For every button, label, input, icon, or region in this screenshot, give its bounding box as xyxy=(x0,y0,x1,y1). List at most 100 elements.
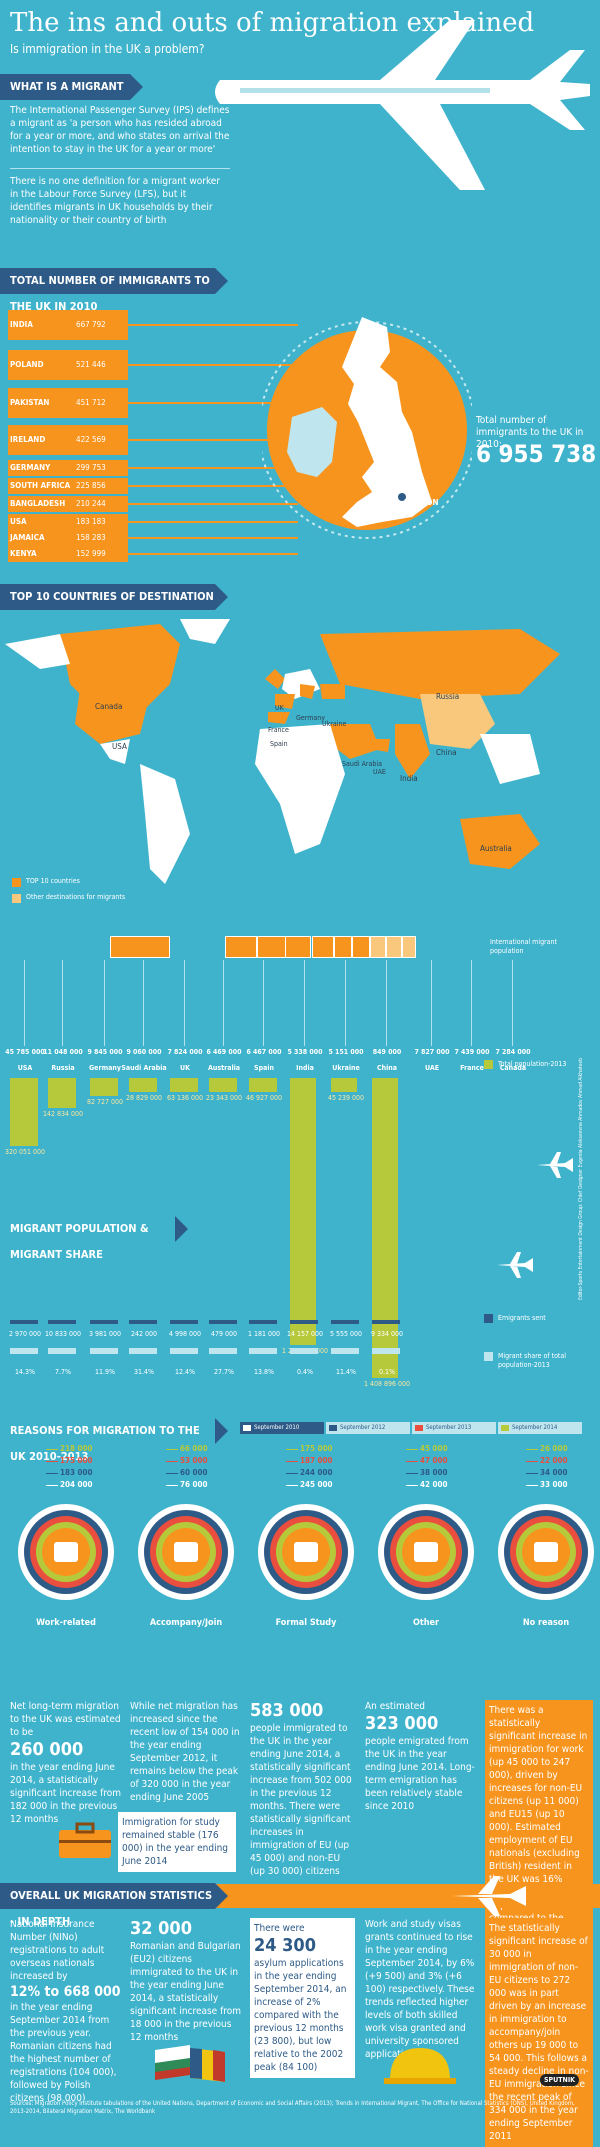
emigrants-legend: Emigrants sent xyxy=(498,1314,546,1322)
reason-glyph xyxy=(54,1542,78,1562)
total-pop-bar xyxy=(372,1078,398,1378)
immigrant-country: IRELAND xyxy=(10,435,46,444)
sources: Sources: Migration Policy Institute tabu… xyxy=(10,2100,575,2115)
map-label-china: China xyxy=(436,748,457,757)
emigrants-value: 14 157 000 xyxy=(286,1330,324,1338)
immigrant-country: PAKISTAN xyxy=(10,398,50,407)
year-legend-item: September 2012 xyxy=(326,1422,410,1434)
country-name: Ukraine xyxy=(332,1064,360,1072)
plane-icon xyxy=(497,1252,533,1278)
connector-line xyxy=(46,1473,58,1474)
immigrant-country: BANGLADESH xyxy=(10,499,66,508)
reason-value: 245 000 xyxy=(300,1480,333,1489)
connector-line xyxy=(471,960,472,1046)
emigrants-value: 242 000 xyxy=(130,1330,158,1338)
country-name: USA xyxy=(17,1064,33,1072)
connector-line xyxy=(386,960,387,1046)
reason-value: 244 000 xyxy=(300,1468,333,1477)
connector-line xyxy=(526,1449,538,1450)
connector-line xyxy=(128,467,298,469)
immigrant-country: SOUTH AFRICA xyxy=(10,481,71,490)
info3: people immigrated to the UK in the year … xyxy=(250,1723,352,1877)
connector-line xyxy=(304,960,305,1046)
reason-ring-icon xyxy=(138,1504,234,1600)
connector-line xyxy=(406,1449,418,1450)
total-pop-legend-swatch xyxy=(484,1060,493,1069)
overall-4: Work and study visas grants continued to… xyxy=(365,1919,475,2060)
connector-line xyxy=(128,439,298,441)
connector-line xyxy=(223,960,224,1046)
immigrant-value: 299 753 xyxy=(76,463,106,472)
reason-value: 66 000 xyxy=(180,1444,208,1453)
info-box-2: While net migration has increased since … xyxy=(130,1700,242,1804)
info1-b: in the year ending June 2014, a statisti… xyxy=(10,1762,121,1825)
share-value: 27.7% xyxy=(213,1368,234,1376)
country-name: Saudi Arabia xyxy=(121,1064,167,1072)
reason-value: 38 000 xyxy=(420,1468,448,1477)
map-label-uae: UAE xyxy=(373,768,386,776)
share-bar xyxy=(209,1348,237,1354)
share-value: 0.1% xyxy=(379,1368,395,1376)
year-swatch xyxy=(501,1425,509,1431)
connector-line xyxy=(143,960,144,1046)
total-pop-bar xyxy=(129,1078,157,1092)
reasons-chart: 218 000 175 000 183 000 204 000 Work-related… xyxy=(0,1442,600,1692)
reason-ring-icon xyxy=(18,1504,114,1600)
overall-2: 32 000 Romanian and Bulgarian (EU2) citi… xyxy=(130,1918,242,2044)
airplane-icon xyxy=(215,20,590,190)
info-box-4: An estimated 323 000 people emigrated fr… xyxy=(365,1700,477,1813)
connector-line xyxy=(406,1485,418,1486)
immigrant-bar xyxy=(8,530,128,546)
immigrant-country: GERMANY xyxy=(10,463,51,472)
share-value: 7.7% xyxy=(55,1368,71,1376)
uk-map xyxy=(262,317,472,539)
share-swatch xyxy=(484,1352,493,1361)
reason-ring-icon xyxy=(498,1504,594,1600)
map-label-india: India xyxy=(400,774,418,783)
total-pop-bar xyxy=(10,1078,38,1147)
legend-top10-label: TOP 10 countries xyxy=(26,877,80,885)
migrants-value: 5 151 000 xyxy=(328,1048,364,1056)
emigrants-bar xyxy=(170,1320,198,1324)
emigrants-value: 9 334 000 xyxy=(370,1330,404,1338)
total-immigrants-value: 6 955 738 xyxy=(476,440,597,468)
connector-line xyxy=(166,1473,178,1474)
connector-line xyxy=(166,1449,178,1450)
suitcase-icon xyxy=(59,1822,111,1858)
reason-label: No reason xyxy=(522,1618,570,1628)
immigrant-value: 521 446 xyxy=(76,360,106,369)
share-bar xyxy=(90,1348,118,1354)
overall-3: There were 24 300 asylum applications in… xyxy=(250,1918,355,2078)
country-name: Spain xyxy=(254,1064,274,1072)
info1-big: 260 000 xyxy=(10,1739,84,1760)
immigrant-country: JAMAICA xyxy=(10,533,45,542)
country-name: Canada xyxy=(499,1064,527,1072)
connector-line xyxy=(46,1449,58,1450)
connector-line xyxy=(128,537,298,539)
connector-line xyxy=(104,960,105,1046)
o3: asylum applications in the year ending S… xyxy=(254,1958,347,2073)
total-pop-bar xyxy=(290,1078,316,1345)
immigrant-value: 183 183 xyxy=(76,517,106,526)
map-label-ukraine: Ukraine xyxy=(322,720,347,728)
share-value: 0.4% xyxy=(297,1368,313,1376)
reason-label: Work-related xyxy=(36,1618,96,1628)
immigrant-value: 152 999 xyxy=(76,549,106,558)
map-label-germany: Germany xyxy=(296,714,325,722)
total-immigrants-label: Total number of immigrants to the UK in … xyxy=(476,415,584,450)
immigrant-bar xyxy=(8,388,128,418)
immigrant-bar xyxy=(8,425,128,455)
migrants-value: 7 827 000 xyxy=(414,1048,450,1056)
total-pop-value: 1 408 896 000 xyxy=(363,1380,411,1388)
reason-label: Formal Study xyxy=(275,1618,337,1628)
total-pop-value: 46 927 000 xyxy=(245,1094,283,1102)
emigrants-bar xyxy=(331,1320,359,1324)
immigrant-bar xyxy=(8,514,128,530)
info1-a: Net long-term migration to the UK was es… xyxy=(10,1701,121,1738)
o3-big: 24 300 xyxy=(254,1935,316,1956)
country-name: India xyxy=(296,1064,314,1072)
share-bar xyxy=(170,1348,198,1354)
emigrants-value: 479 000 xyxy=(210,1330,238,1338)
share-bar xyxy=(129,1348,157,1354)
share-value: 11.4% xyxy=(335,1368,356,1376)
